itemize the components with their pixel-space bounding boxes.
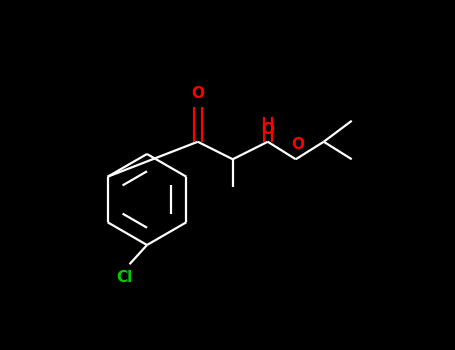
Text: O: O — [291, 136, 304, 152]
Text: Cl: Cl — [116, 270, 132, 285]
Text: O: O — [191, 86, 204, 102]
Text: O: O — [261, 122, 274, 138]
